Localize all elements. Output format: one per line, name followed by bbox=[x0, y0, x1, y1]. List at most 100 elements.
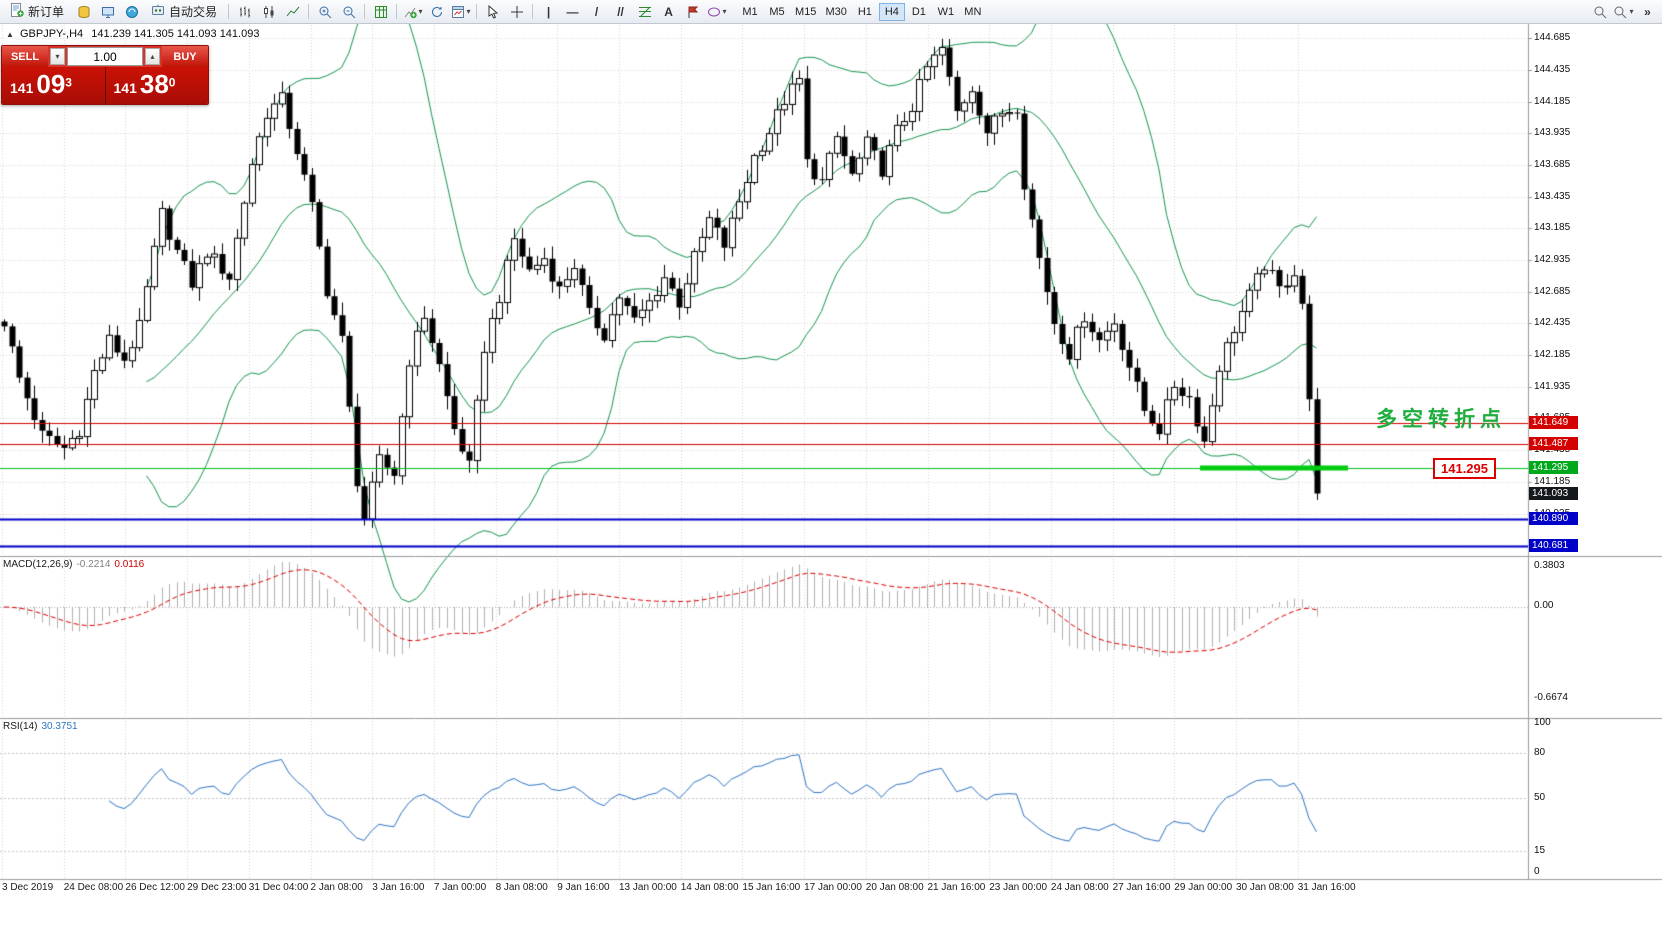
chart-title: ▲ GBPJPY-,H4 141.239 141.305 141.093 141… bbox=[6, 28, 259, 40]
flag-icon bbox=[686, 5, 700, 19]
tile-windows-icon bbox=[374, 5, 388, 19]
toolbar-separator bbox=[228, 4, 230, 19]
rsi-indicator-label: RSI(14) 30.3751 bbox=[3, 721, 78, 732]
chevron-down-icon: ▾ bbox=[418, 7, 423, 16]
time-axis-label: 26 Dec 12:00 bbox=[125, 882, 185, 893]
timeframe-m30-button[interactable]: M30 bbox=[821, 3, 850, 21]
time-axis-label: 23 Jan 00:00 bbox=[989, 882, 1048, 893]
time-axis-label: 29 Jan 00:00 bbox=[1174, 882, 1233, 893]
tile-windows-button[interactable] bbox=[369, 2, 392, 22]
volume-input[interactable] bbox=[67, 47, 143, 66]
trade-panel-top-row: SELL ▾ ▴ BUY bbox=[2, 46, 208, 67]
vertical-line-icon: | bbox=[546, 4, 551, 19]
new-order-button[interactable]: 新订单 bbox=[3, 2, 71, 22]
support-icon bbox=[125, 5, 139, 19]
toolbar-overflow-button[interactable]: » bbox=[1636, 2, 1659, 22]
refresh-button[interactable] bbox=[425, 2, 448, 22]
volume-decrease-button[interactable]: ▾ bbox=[50, 48, 65, 65]
timeframe-group: M1 M5 M15 M30 H1 H4 D1 W1 MN bbox=[737, 2, 986, 21]
timeframe-mn-button[interactable]: MN bbox=[960, 3, 986, 21]
chart-window-icon bbox=[451, 5, 465, 19]
timeframe-h1-button[interactable]: H1 bbox=[852, 3, 878, 21]
arrow-label-tool-button[interactable] bbox=[681, 2, 704, 22]
ellipse-shape-icon bbox=[707, 5, 721, 19]
zoom-out-button[interactable] bbox=[337, 2, 360, 22]
chevron-down-icon: ▾ bbox=[466, 7, 471, 16]
time-axis-label: 14 Jan 08:00 bbox=[680, 882, 739, 893]
search-menu-button[interactable]: ▾ bbox=[1612, 2, 1635, 22]
time-axis-label: 24 Dec 08:00 bbox=[63, 882, 124, 893]
fibonacci-icon bbox=[638, 5, 652, 19]
fibonacci-tool-button[interactable] bbox=[633, 2, 656, 22]
shapes-tool-button[interactable]: ▾ bbox=[705, 2, 728, 22]
support-button[interactable] bbox=[120, 2, 143, 22]
sell-button[interactable]: SELL bbox=[2, 46, 48, 67]
trendline-icon: / bbox=[594, 4, 599, 19]
timeframe-h4-button[interactable]: H4 bbox=[878, 2, 905, 21]
channel-tool-button[interactable]: // bbox=[609, 2, 632, 22]
toolbar-right-group: ▾ » bbox=[1588, 2, 1659, 22]
timeframe-m1-button[interactable]: M1 bbox=[737, 3, 763, 21]
ohlc-values: 141.239 141.305 141.093 141.093 bbox=[91, 28, 260, 40]
zoom-out-icon bbox=[342, 5, 356, 19]
candle-chart-mode-button[interactable] bbox=[257, 2, 280, 22]
trendline-tool-button[interactable]: / bbox=[585, 2, 608, 22]
macd-indicator-label: MACD(12,26,9) -0.2214 0.0116 bbox=[3, 559, 145, 570]
zoom-in-button[interactable] bbox=[313, 2, 336, 22]
insert-indicator-button[interactable]: ▾ bbox=[401, 2, 424, 22]
main-toolbar: 新订单 自动交易 ▾ ▾ | — / // A ▾ M1 M5 M15 M30 … bbox=[0, 0, 1662, 24]
zoom-in-icon bbox=[318, 5, 332, 19]
search-icon bbox=[1593, 5, 1607, 19]
time-axis-label: 29 Dec 23:00 bbox=[187, 882, 247, 893]
timeframe-d1-button[interactable]: D1 bbox=[906, 3, 932, 21]
timeframe-m15-button[interactable]: M15 bbox=[791, 3, 820, 21]
new-order-icon bbox=[10, 3, 24, 20]
time-axis-label: 8 Jan 08:00 bbox=[495, 882, 548, 893]
crosshair-icon bbox=[510, 5, 524, 19]
turning-point-annotation[interactable]: 多空转折点 bbox=[1376, 408, 1506, 431]
title-marker-icon: ▲ bbox=[6, 30, 14, 39]
time-axis-label: 31 Jan 16:00 bbox=[1297, 882, 1356, 893]
time-axis-label: 31 Dec 04:00 bbox=[248, 882, 309, 893]
toolbar-separator bbox=[308, 4, 310, 19]
auto-trading-icon bbox=[151, 3, 165, 20]
vertical-line-tool-button[interactable]: | bbox=[537, 2, 560, 22]
volume-increase-button[interactable]: ▴ bbox=[145, 48, 160, 65]
buy-price[interactable]: 141 380 bbox=[104, 67, 209, 104]
chevron-down-icon: ▾ bbox=[722, 7, 727, 16]
time-axis-label: 17 Jan 00:00 bbox=[804, 882, 862, 893]
time-axis-label: 9 Jan 16:00 bbox=[557, 882, 610, 893]
sell-price[interactable]: 141 093 bbox=[10, 69, 72, 99]
chart-window-button[interactable]: ▾ bbox=[449, 2, 472, 22]
chevron-down-icon: ▾ bbox=[1629, 7, 1634, 16]
cursor-icon bbox=[486, 4, 500, 19]
text-tool-button[interactable]: A bbox=[657, 2, 680, 22]
time-axis-label: 3 Jan 16:00 bbox=[372, 882, 425, 893]
toolbar-separator bbox=[364, 4, 366, 19]
toolbar-separator bbox=[532, 4, 534, 19]
bar-chart-mode-button[interactable] bbox=[233, 2, 256, 22]
timeframe-w1-button[interactable]: W1 bbox=[933, 3, 959, 21]
search-icon bbox=[1613, 5, 1627, 19]
refresh-icon bbox=[430, 5, 444, 19]
time-axis[interactable]: 3 Dec 2019 24 Dec 08:00 26 Dec 12:00 29 Dec… bbox=[0, 882, 1528, 898]
market-watch-button[interactable] bbox=[96, 2, 119, 22]
crosshair-tool-button[interactable] bbox=[505, 2, 528, 22]
price-level-label[interactable]: 141.295 bbox=[1433, 458, 1496, 479]
timeframe-m5-button[interactable]: M5 bbox=[764, 3, 790, 21]
history-center-button[interactable] bbox=[72, 2, 95, 22]
line-chart-mode-button[interactable] bbox=[281, 2, 304, 22]
cursor-tool-button[interactable] bbox=[481, 2, 504, 22]
overflow-chevron-icon: » bbox=[1644, 4, 1651, 19]
horizontal-line-tool-button[interactable]: — bbox=[561, 2, 584, 22]
search-button[interactable] bbox=[1588, 2, 1611, 22]
market-watch-icon bbox=[101, 5, 115, 19]
auto-trading-button[interactable]: 自动交易 bbox=[144, 2, 224, 22]
buy-button[interactable]: BUY bbox=[162, 46, 208, 67]
trade-panel-prices: 141 093 141 380 bbox=[2, 67, 208, 104]
volume-control: ▾ ▴ bbox=[48, 46, 162, 67]
symbol-name: GBPJPY-,H4 bbox=[19, 28, 84, 40]
time-axis-label: 2 Jan 08:00 bbox=[310, 882, 363, 893]
